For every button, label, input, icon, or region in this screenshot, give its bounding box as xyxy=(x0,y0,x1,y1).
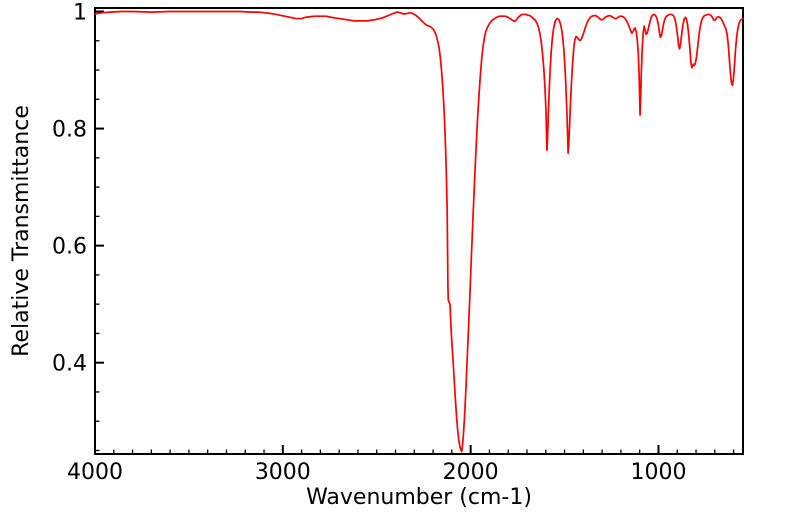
tick-labels-layer: 4000 3000 2000 1000 1 0.8 0.6 0.4 xyxy=(52,1,686,485)
ticks-layer xyxy=(94,10,735,454)
y-tick-label: 0.4 xyxy=(52,352,87,377)
y-tick-label: 1 xyxy=(73,1,87,26)
y-tick-label: 0.8 xyxy=(52,118,87,143)
x-tick-label: 1000 xyxy=(630,460,686,485)
y-axis-label: Relative Transmittance xyxy=(9,105,34,357)
y-tick-label: 0.6 xyxy=(52,235,87,260)
x-tick-label: 2000 xyxy=(443,460,499,485)
x-tick-label: 3000 xyxy=(255,460,311,485)
x-axis-label: Wavenumber (cm-1) xyxy=(306,485,532,510)
x-tick-label: 4000 xyxy=(67,460,123,485)
plot-border xyxy=(94,7,744,455)
spectrum-line xyxy=(94,10,744,453)
